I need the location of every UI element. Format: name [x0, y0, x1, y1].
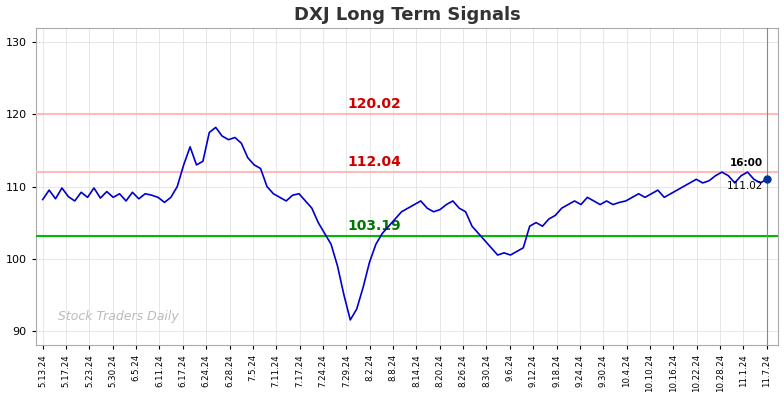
Text: 112.04: 112.04 — [347, 155, 401, 169]
Text: 103.19: 103.19 — [347, 219, 401, 233]
Text: 16:00: 16:00 — [730, 158, 764, 168]
Text: Stock Traders Daily: Stock Traders Daily — [58, 310, 179, 323]
Text: 120.02: 120.02 — [347, 98, 401, 111]
Text: 111.02: 111.02 — [727, 181, 764, 191]
Title: DXJ Long Term Signals: DXJ Long Term Signals — [294, 6, 521, 23]
